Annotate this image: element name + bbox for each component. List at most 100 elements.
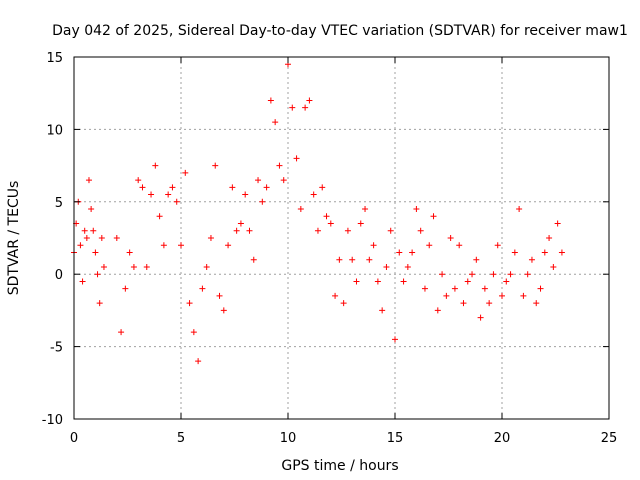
data-point: [297, 206, 304, 213]
data-point: [143, 263, 150, 270]
data-point: [220, 307, 227, 314]
data-point: [404, 263, 411, 270]
data-point: [94, 271, 101, 278]
data-point: [237, 220, 244, 227]
y-tick-label: 5: [55, 196, 63, 211]
data-point: [447, 235, 454, 241]
data-point: [430, 213, 437, 220]
data-point: [148, 191, 155, 198]
data-point: [263, 184, 270, 191]
data-point: [443, 292, 450, 299]
data-point: [207, 235, 214, 241]
data-point: [503, 278, 510, 285]
data-point: [550, 263, 557, 270]
data-point: [79, 278, 86, 285]
data-point: [439, 271, 446, 278]
y-tick-label: 15: [46, 51, 63, 66]
data-point: [190, 329, 197, 336]
x-tick-label: 5: [177, 431, 185, 446]
data-point: [88, 206, 95, 213]
data-point: [426, 242, 433, 249]
data-point: [272, 119, 279, 126]
data-point: [537, 285, 544, 292]
data-point: [554, 220, 561, 227]
data-point: [289, 104, 296, 111]
data-point: [323, 213, 330, 220]
data-point: [156, 213, 163, 220]
data-point: [160, 242, 167, 249]
grid: [74, 57, 609, 419]
data-point: [302, 104, 309, 111]
data-point: [490, 271, 497, 278]
data-point: [349, 256, 356, 263]
data-point: [332, 292, 339, 299]
data-point: [499, 292, 505, 299]
data-point: [130, 263, 137, 270]
data-point: [182, 169, 189, 176]
data-point: [85, 177, 92, 184]
data-point: [90, 227, 97, 234]
data-point: [306, 97, 313, 104]
data-point: [494, 242, 501, 249]
data-point: [516, 206, 523, 213]
data-point: [524, 271, 531, 278]
data-point: [379, 307, 386, 314]
data-point: [195, 358, 202, 365]
data-point: [98, 235, 105, 241]
data-point: [255, 177, 262, 184]
data-point: [118, 329, 125, 336]
data-point: [83, 235, 90, 241]
data-point: [400, 278, 407, 285]
x-tick-label: 20: [494, 431, 511, 446]
axis-tick-labels: 0 5 10 15 20 25 -10 -5 0 5 10 15: [42, 51, 618, 446]
data-point: [233, 227, 240, 234]
data-point: [421, 285, 428, 292]
data-point: [216, 292, 223, 299]
data-point: [319, 184, 326, 191]
data-point: [139, 184, 146, 191]
data-point: [511, 249, 518, 256]
x-tick-label: 0: [70, 431, 78, 446]
data-point: [100, 263, 107, 270]
data-point: [250, 256, 257, 263]
data-point: [242, 191, 249, 198]
data-point: [336, 256, 343, 263]
data-point: [344, 227, 351, 234]
data-point: [293, 155, 300, 162]
data-point: [186, 300, 193, 307]
data-point: [434, 307, 441, 314]
data-point: [340, 300, 347, 307]
data-point: [225, 242, 232, 249]
data-point: [541, 249, 548, 256]
data-point: [366, 256, 373, 263]
data-point: [280, 177, 287, 184]
data-point: [267, 97, 274, 104]
data-point: [178, 242, 184, 249]
data-point: [451, 285, 458, 292]
data-point: [81, 227, 88, 234]
data-point: [77, 242, 84, 249]
data-point: [357, 220, 364, 227]
data-point: [327, 220, 334, 227]
data-point: [229, 184, 236, 191]
y-tick-label: -5: [50, 341, 63, 356]
data-point: [353, 278, 360, 285]
data-point: [199, 285, 206, 292]
data-point: [558, 249, 565, 256]
data-point: [477, 314, 484, 321]
data-point: [165, 191, 172, 198]
data-point: [203, 263, 210, 270]
x-tick-label: 10: [280, 431, 297, 446]
data-point: [276, 162, 283, 169]
y-axis-label: SDTVAR / TECUs: [6, 181, 22, 296]
data-point: [374, 278, 381, 285]
data-point: [392, 336, 398, 343]
plot-frame: [73, 56, 610, 420]
data-point: [473, 256, 480, 263]
data-point: [362, 206, 369, 213]
data-point: [456, 242, 463, 249]
data-point: [417, 227, 424, 234]
data-point: [469, 271, 476, 278]
data-point: [152, 162, 159, 169]
